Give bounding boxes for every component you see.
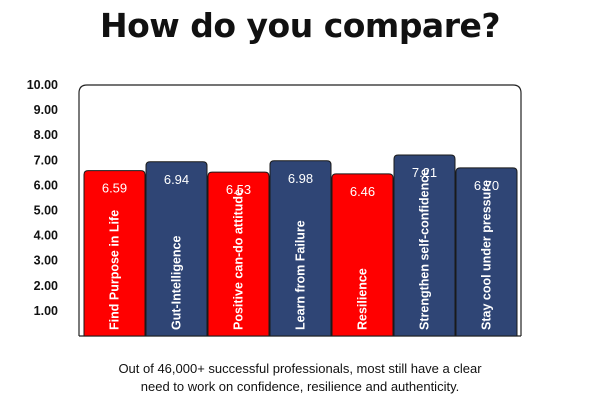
bar xyxy=(145,161,208,337)
bar-value-label: 7.21 xyxy=(412,165,437,180)
bar xyxy=(393,154,456,337)
category-label: Strengthen self-confidence xyxy=(418,169,432,330)
y-tick-label: 10.00 xyxy=(27,78,58,92)
bar xyxy=(83,170,146,337)
bar-value-label: 6.59 xyxy=(102,181,127,196)
y-tick-label: 8.00 xyxy=(34,128,58,142)
bar xyxy=(331,173,394,337)
bar-value-label: 6.94 xyxy=(164,172,189,187)
category-label: Find Purpose in Life xyxy=(108,210,122,330)
bar-value-label: 6.46 xyxy=(350,184,375,199)
y-tick-label: 6.00 xyxy=(34,178,58,192)
y-tick-label: 3.00 xyxy=(34,254,58,268)
y-tick-label: 1.00 xyxy=(34,304,58,318)
y-tick-label: 7.00 xyxy=(34,153,58,167)
bar-value-label: 6.53 xyxy=(226,182,251,197)
category-label: Resilience xyxy=(356,268,370,330)
category-label: Stay cool under pressure xyxy=(480,180,494,330)
bar xyxy=(207,171,270,337)
bar-chart: 1.00 2.00 3.00 4.00 5.00 6.00 7.00 8.00 9.00 10.0… xyxy=(27,78,522,337)
caption-line-1: Out of 46,000+ successful professionals,… xyxy=(118,361,482,376)
chart-title: How do you compare? xyxy=(99,6,501,45)
plot-frame xyxy=(78,84,522,336)
bar-value-label: 6.98 xyxy=(288,171,313,186)
chart-caption: Out of 46,000+ successful professionals,… xyxy=(0,360,600,396)
bar xyxy=(269,160,332,337)
caption-line-2: need to work on confidence, resilience a… xyxy=(140,379,460,394)
category-label: Positive can-do attitude xyxy=(232,189,246,330)
category-label: Learn from Failure xyxy=(294,220,308,330)
y-tick-label: 9.00 xyxy=(34,103,58,117)
y-tick-label: 2.00 xyxy=(34,279,58,293)
y-tick-label: 5.00 xyxy=(34,204,58,218)
bar xyxy=(455,167,518,337)
bar-value-label: 6.70 xyxy=(474,178,499,193)
category-label: Gut-Intelligence xyxy=(170,236,184,331)
y-tick-label: 4.00 xyxy=(34,229,58,243)
